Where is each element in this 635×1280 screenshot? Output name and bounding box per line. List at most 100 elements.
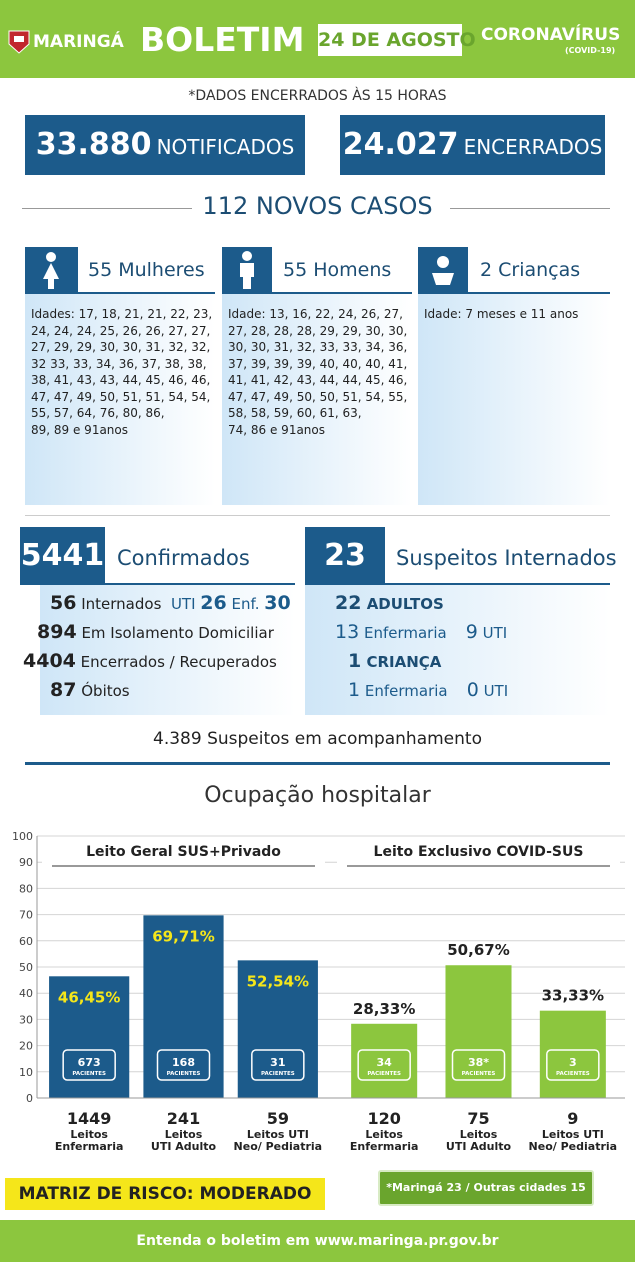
category-label: Leitos <box>365 1128 403 1141</box>
y-tick-label: 70 <box>19 909 33 922</box>
bar <box>445 965 512 1098</box>
patients-label: PACIENTES <box>261 1071 295 1077</box>
category-label: Leitos UTI <box>247 1128 309 1141</box>
divider <box>22 208 192 209</box>
suspects-row: 1 CRIANÇA <box>348 650 441 672</box>
label: Óbitos <box>81 682 130 700</box>
ages-line: 47, 47, 49, 50, 51, 51, 54, 54, <box>31 389 211 404</box>
group-title: 55 Mulheres <box>88 259 205 281</box>
confirmed-row: 4404 Encerrados / Recuperados <box>23 650 277 672</box>
divider <box>450 208 610 209</box>
footer: Entenda o boletim em www.maringa.pr.gov.… <box>0 1220 635 1262</box>
patients-label: PACIENTES <box>367 1071 401 1077</box>
y-tick-label: 10 <box>19 1066 33 1079</box>
topic: CORONAVÍRUS <box>481 25 621 45</box>
label: Em Isolamento Domiciliar <box>81 624 274 642</box>
confirmed-panel <box>40 585 295 715</box>
number: 894 <box>37 621 77 643</box>
man-icon <box>240 251 254 289</box>
footnote: *Maringá 23 / Outras cidades 15 <box>378 1170 594 1206</box>
label: Enf. <box>231 595 260 613</box>
category-label: UTI Adulto <box>446 1140 512 1153</box>
patients-count: 34 <box>377 1056 393 1069</box>
bed-count: 120 <box>367 1109 400 1128</box>
ages-line: 89, 89 e 91anos <box>31 422 129 437</box>
city: MARINGÁ <box>33 32 124 52</box>
value-label: 50,67% <box>447 941 509 959</box>
icon-box <box>222 247 272 293</box>
bar <box>351 1023 418 1098</box>
divider <box>25 515 610 516</box>
value-label: 46,45% <box>58 988 120 1006</box>
ages-line: 55, 57, 64, 76, 80, 86, <box>31 406 165 420</box>
label: UTI <box>482 624 508 642</box>
ages-line: 41, 41, 42, 43, 44, 44, 45, 46, <box>228 373 408 387</box>
topic-sub: (COVID-19) <box>565 46 616 55</box>
category-label: Enfermaria <box>350 1140 419 1153</box>
suspects-panel <box>305 585 610 715</box>
label: CRIANÇA <box>366 653 442 671</box>
ages-line: Idade: 7 meses e 11 anos <box>424 307 579 321</box>
label: ADULTOS <box>366 595 444 613</box>
patients-box <box>451 1049 506 1081</box>
ages-line: 24, 24, 24, 25, 26, 26, 27, 27, <box>31 323 211 338</box>
number: 22 <box>335 592 362 614</box>
category-label: Neo/ Pediatria <box>234 1140 323 1153</box>
y-tick-label: 100 <box>12 830 33 843</box>
y-tick-label: 0 <box>26 1092 33 1105</box>
y-tick-label: 50 <box>19 961 33 974</box>
suspects-value: 23 <box>305 527 385 585</box>
header-bar <box>0 0 635 78</box>
number: 0 <box>466 679 479 701</box>
label: UTI <box>483 682 509 700</box>
patients-count: 168 <box>172 1056 195 1069</box>
suspects-row: 13 Enfermaria 9 UTI <box>335 621 507 643</box>
ages-line: Idade: 13, 16, 22, 24, 26, 27, <box>228 307 403 321</box>
confirmed-label: Confirmados <box>117 546 250 570</box>
ages-panel: Idade: 13, 16, 22, 24, 26, 27, 27, 28, 28… <box>222 294 412 505</box>
category-label: Leitos <box>165 1128 203 1141</box>
patients-box <box>156 1049 211 1081</box>
patients-count: 31 <box>270 1056 285 1069</box>
chart-title: Ocupação hospitalar <box>204 783 431 808</box>
patients-box <box>546 1049 600 1081</box>
label: Encerrados / Recuperados <box>80 653 277 671</box>
patients-count: 38* <box>468 1056 489 1069</box>
category-label: Leitos UTI <box>542 1128 604 1141</box>
ages-panel: Idades: 17, 18, 21, 21, 22, 23, 24, 24, 2… <box>25 294 215 505</box>
label: Internados <box>81 595 162 613</box>
suspects-row: 1 Enfermaria 0 UTI <box>348 679 508 701</box>
ages: Idade: 7 meses e 11 anos <box>418 294 610 323</box>
total-value: 33.880 <box>35 127 152 162</box>
bulletin-title: BOLETIM <box>140 20 305 59</box>
y-tick-label: 60 <box>19 935 33 948</box>
ages-line: 74, 86 e 91anos <box>228 422 326 437</box>
patients-box <box>357 1049 411 1081</box>
group-title: 2 Crianças <box>480 259 581 281</box>
number: 1 <box>348 650 362 672</box>
number: 13 <box>335 621 360 643</box>
value-label: 28,33% <box>353 1000 415 1018</box>
number: 30 <box>264 592 291 614</box>
note: *DADOS ENCERRADOS ÀS 15 HORAS <box>188 88 447 104</box>
ages: Idade: 13, 16, 22, 24, 26, 27, 27, 28, 28… <box>222 294 412 438</box>
y-tick-label: 20 <box>19 1040 33 1053</box>
label: Enfermaria <box>364 682 448 700</box>
patients-count: 673 <box>78 1056 101 1069</box>
woman-icon <box>43 252 59 289</box>
number: 9 <box>465 621 478 643</box>
patients-box <box>251 1049 305 1081</box>
ages-line: 38, 41, 43, 43, 44, 45, 46, 46, <box>31 373 211 387</box>
logo <box>8 30 30 54</box>
group-panel <box>42 838 325 866</box>
confirmed-row: 87 Óbitos <box>50 679 130 701</box>
icon-box <box>418 247 468 293</box>
bed-count: 9 <box>567 1109 578 1128</box>
group-panel <box>337 838 620 866</box>
category-label: Enfermaria <box>55 1140 124 1153</box>
monitoring: 4.389 Suspeitos em acompanhamento <box>153 729 482 749</box>
suspects-label: Suspeitos Internados <box>396 546 617 570</box>
ages-line: 27, 28, 28, 28, 29, 29, 30, 30, <box>228 323 408 338</box>
confirmed-row: 56 Internados UTI 26 Enf. 30 <box>50 592 291 614</box>
underline <box>385 583 610 585</box>
